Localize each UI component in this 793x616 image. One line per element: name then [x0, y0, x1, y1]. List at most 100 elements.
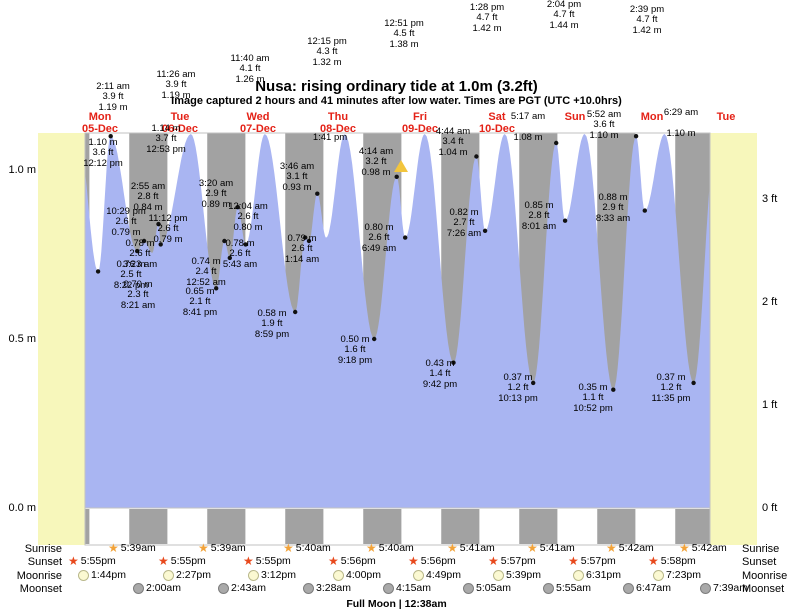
- sunrise-star-icon: ★: [366, 541, 377, 555]
- tide-annotation: 0.58 m 1.9 ft 8:59 pm: [254, 308, 290, 340]
- tide-annotation-line: 0.43 m: [425, 358, 455, 369]
- tide-annotation: 1.14 m 3.7 ft 12:53 pm: [146, 123, 186, 155]
- sunset-star-icon: ★: [488, 554, 499, 568]
- tide-annotation: 0.37 m 1.2 ft 10:13 pm: [498, 372, 538, 404]
- tide-annotation-line: 1.6 ft: [344, 344, 366, 356]
- tide-point-dot: [474, 154, 479, 159]
- sunset-time-label: 5:56pm: [340, 555, 376, 567]
- tide-annotation-line: 2.1 ft: [189, 296, 211, 308]
- tide-annotation: 0.70 m 2.3 ft 8:21 am: [121, 279, 155, 311]
- sunrise-time: ★ 5:42am: [606, 542, 654, 554]
- sunrise-time: ★ 5:40am: [283, 542, 331, 554]
- tide-annotation-line: 1.42 m: [472, 22, 502, 34]
- tide-annotation-line: 2.9 ft: [602, 202, 624, 214]
- tide-annotation-line: 3:23 am: [122, 258, 158, 270]
- tide-annotation-line: 8:59 pm: [254, 328, 290, 340]
- moonrise-time-label: 2:27pm: [176, 569, 212, 581]
- tide-point-dot: [293, 309, 298, 315]
- astro-label-right: Moonrise: [742, 569, 788, 582]
- tide-annotation-line: 0.65 m: [185, 286, 215, 297]
- moonset-moon-icon: [133, 583, 144, 594]
- tide-annotation-line: 1.38 m: [389, 38, 419, 50]
- tide-point-dot: [451, 360, 456, 365]
- tide-annotation-line: 10:29 pm: [106, 206, 146, 217]
- tide-annotation-line: 0.79 m: [153, 233, 183, 245]
- tide-annotation: 2:11 am 3.9 ft 1.19 m: [96, 81, 130, 113]
- tide-annotation-line: 1.42 m: [632, 24, 662, 36]
- sunset-star-icon: ★: [158, 554, 169, 568]
- tide-annotation: 2:55 am 2.8 ft 0.84 m: [131, 181, 165, 213]
- moonrise-time: 4:00pm: [333, 570, 381, 581]
- tide-point-dot: [531, 380, 536, 386]
- sunset-time-label: 5:56pm: [420, 555, 456, 567]
- night-bar: [129, 509, 168, 544]
- tide-annotation-line: 1.19 m: [161, 89, 191, 101]
- astro-label-right: Sunset: [742, 556, 777, 568]
- tide-annotation-line: 2.6 ft: [157, 223, 179, 235]
- tide-annotation-line: 0.76 m: [116, 259, 146, 270]
- tide-annotation-line: 8:22 pm: [113, 279, 149, 291]
- tide-annotation-line: 2.6 ft: [115, 216, 137, 228]
- day-label: Thu 08-Dec: [319, 111, 357, 135]
- tide-annotation: 4:44 am 3.4 ft 1.04 m: [436, 126, 470, 158]
- day-label: Tue 06-Dec: [161, 111, 199, 135]
- tide-annotation-line: 2.8 ft: [528, 210, 550, 222]
- sunset-star-icon: ★: [648, 554, 659, 568]
- night-bar: [597, 509, 636, 544]
- tide-point-dot: [222, 238, 227, 244]
- tide-annotation-line: 2.6 ft: [129, 248, 151, 260]
- tide-annotation: 12:51 pm 4.5 ft 1.38 m: [384, 18, 424, 50]
- sunrise-time-label: 5:41am: [539, 542, 575, 554]
- tide-annotation-line: 5:52 am: [586, 109, 622, 120]
- tide-annotation-line: 4.7 ft: [553, 9, 575, 21]
- tide-annotation: 0.78 m 2.6 ft 3:23 am: [122, 238, 158, 270]
- tide-annotation-line: 1.2 ft: [660, 382, 682, 394]
- tide-annotation-line: 0.98 m: [361, 166, 391, 178]
- sunset-star-icon: ★: [408, 554, 419, 568]
- day-label: Sun: [564, 111, 586, 123]
- sunrise-time-label: 5:39am: [120, 542, 156, 554]
- tide-annotation-line: 1.10 m: [666, 127, 696, 139]
- tide-annotation-line: 1.08 m: [513, 131, 543, 143]
- night-bar: [207, 509, 246, 544]
- tide-annotation-line: 0.74 m: [191, 256, 221, 267]
- tide-point-dot: [95, 269, 101, 274]
- tide-annotation-line: 1.14 m: [151, 123, 181, 134]
- tide-annotation-line: 4.3 ft: [316, 46, 338, 58]
- tide-point-dot: [394, 174, 399, 179]
- tide-annotation-line: 0.70 m: [123, 279, 153, 290]
- tide-annotation-line: 2.6 ft: [291, 243, 313, 255]
- tide-annotation: 0.80 m 2.6 ft 6:49 am: [362, 222, 396, 254]
- tide-annotation-line: 0.78 m: [125, 238, 155, 249]
- warning-triangle-icon: [394, 160, 408, 172]
- tide-annotation: 5:17 am 1.08 m: [511, 111, 545, 143]
- tide-annotation-line: 2.7 ft: [453, 217, 475, 229]
- plot-frame: [84, 132, 711, 546]
- sunset-time-label: 5:55pm: [255, 555, 291, 567]
- tide-annotation: 3:46 am 3.1 ft 0.93 m: [280, 161, 314, 193]
- tide-annotation: 11:26 am 3.9 ft 1.19 m: [157, 69, 196, 101]
- tide-annotation-line: 2:04 pm: [546, 0, 582, 10]
- moonrise-time: 5:39pm: [493, 570, 541, 581]
- sunset-time: ★ 5:55pm: [243, 555, 291, 567]
- tide-annotation-line: 3.7 ft: [155, 133, 177, 145]
- moonset-time-label: 2:00am: [146, 582, 182, 594]
- moonset-time-label: 2:43am: [231, 582, 267, 594]
- moonrise-time-label: 1:44pm: [91, 569, 127, 581]
- sunset-time: ★ 5:55pm: [68, 555, 116, 567]
- moonrise-time: 6:31pm: [573, 570, 621, 581]
- tide-annotation: 0.82 m 2.7 ft 7:26 am: [447, 207, 481, 239]
- tide-annotation: 0.35 m 1.1 ft 10:52 pm: [573, 382, 613, 414]
- tide-annotation-line: 2:11 am: [96, 81, 130, 92]
- tide-point-dot: [303, 235, 308, 240]
- sunrise-time: ★ 5:39am: [198, 542, 246, 554]
- sunrise-time-label: 5:40am: [295, 542, 331, 554]
- tide-annotation-line: 0.37 m: [656, 372, 686, 383]
- tide-annotation-line: 0.50 m: [340, 334, 370, 345]
- y-axis-right-label: 1 ft: [762, 399, 778, 411]
- tide-point-dot: [633, 134, 639, 139]
- y-axis-right-label: 2 ft: [762, 296, 778, 308]
- tide-point-dot: [214, 286, 219, 291]
- moonrise-time: 4:49pm: [413, 570, 461, 581]
- tide-annotation-line: 10:13 pm: [498, 392, 538, 404]
